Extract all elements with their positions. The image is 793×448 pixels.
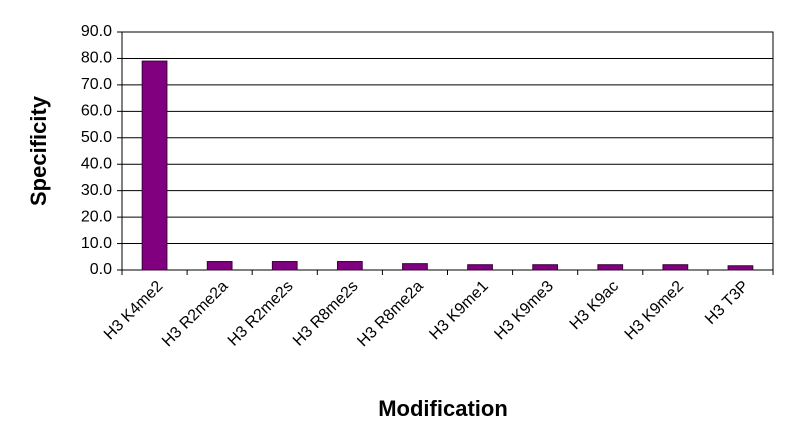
x-tick-label: H3 R8me2s — [290, 278, 362, 350]
x-tick-label: H3 R2me2s — [225, 278, 297, 350]
x-tick-label: H3 T3P — [702, 278, 752, 328]
bar — [662, 264, 689, 271]
x-tick-label: H3 K9ac — [567, 278, 622, 333]
y-tick-label: 50.0 — [81, 129, 112, 146]
bar — [597, 264, 624, 271]
x-tick-label: H3 K4me2 — [101, 278, 167, 344]
bar — [271, 261, 298, 271]
y-tick-label: 40.0 — [81, 155, 112, 172]
x-tick-label: H3 K9me1 — [426, 278, 492, 344]
bar — [206, 261, 233, 271]
x-tick-label: H3 R2me2a — [159, 278, 231, 350]
x-axis-title: Modification — [378, 396, 508, 421]
bar — [336, 261, 363, 271]
x-tick-label: H3 R8me2a — [354, 278, 426, 350]
y-tick-label: 30.0 — [81, 182, 112, 199]
y-tick-label: 0.0 — [90, 261, 112, 278]
y-tick-label: 20.0 — [81, 208, 112, 225]
y-tick-label: 10.0 — [81, 235, 112, 252]
bar — [141, 60, 168, 271]
y-tick-label: 70.0 — [81, 76, 112, 93]
plot-frame — [121, 31, 774, 271]
y-tick-label: 60.0 — [81, 103, 112, 120]
y-tick-label: 90.0 — [81, 23, 112, 40]
bar — [727, 265, 754, 271]
x-tick-label: H3 K9me3 — [491, 278, 557, 344]
bar — [467, 264, 493, 271]
y-axis-title: Specificity — [26, 95, 51, 206]
bar — [402, 263, 428, 271]
bar — [532, 264, 559, 271]
x-tick-label: H3 K9me2 — [622, 278, 688, 344]
y-tick-label: 80.0 — [81, 50, 112, 67]
